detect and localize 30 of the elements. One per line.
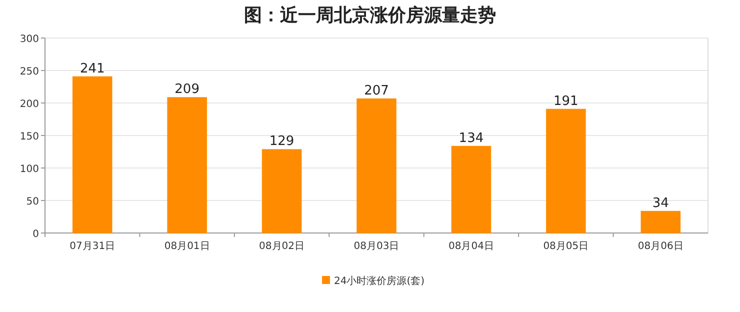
x-tick-label: 08月04日 bbox=[448, 241, 494, 252]
bar bbox=[546, 108, 586, 233]
y-tick-label: 150 bbox=[20, 132, 39, 142]
y-tick-label: 200 bbox=[20, 99, 39, 110]
x-tick-label: 07月31日 bbox=[70, 241, 116, 252]
bar bbox=[451, 146, 492, 233]
y-tick-label: 250 bbox=[20, 66, 39, 78]
x-tick-label: 08月01日 bbox=[164, 241, 210, 252]
x-tick-label: 08月05日 bbox=[543, 241, 589, 252]
x-tick-label: 08月02日 bbox=[259, 241, 305, 252]
data-label: 207 bbox=[364, 83, 389, 98]
y-tick-label: 100 bbox=[20, 164, 39, 175]
bar bbox=[262, 149, 302, 233]
data-label: 191 bbox=[554, 94, 578, 109]
bar bbox=[356, 98, 396, 233]
y-tick-label: 300 bbox=[20, 34, 39, 45]
data-label: 241 bbox=[80, 61, 105, 76]
data-label: 129 bbox=[269, 134, 294, 150]
data-label: 209 bbox=[174, 82, 200, 98]
data-label: 34 bbox=[652, 196, 669, 211]
data-label: 134 bbox=[458, 130, 484, 146]
x-tick-label: 08月03日 bbox=[354, 241, 400, 252]
bar bbox=[640, 210, 681, 233]
x-tick-label: 08月06日 bbox=[638, 241, 684, 252]
y-tick-label: 50 bbox=[26, 196, 39, 208]
y-tick-label: 0 bbox=[32, 229, 39, 240]
bar bbox=[72, 76, 112, 233]
bar bbox=[167, 97, 207, 233]
legend-label: 24小时涨价房源(套) bbox=[334, 275, 425, 287]
chart-title: 图：近一周北京涨价房源量走势 bbox=[244, 5, 496, 26]
